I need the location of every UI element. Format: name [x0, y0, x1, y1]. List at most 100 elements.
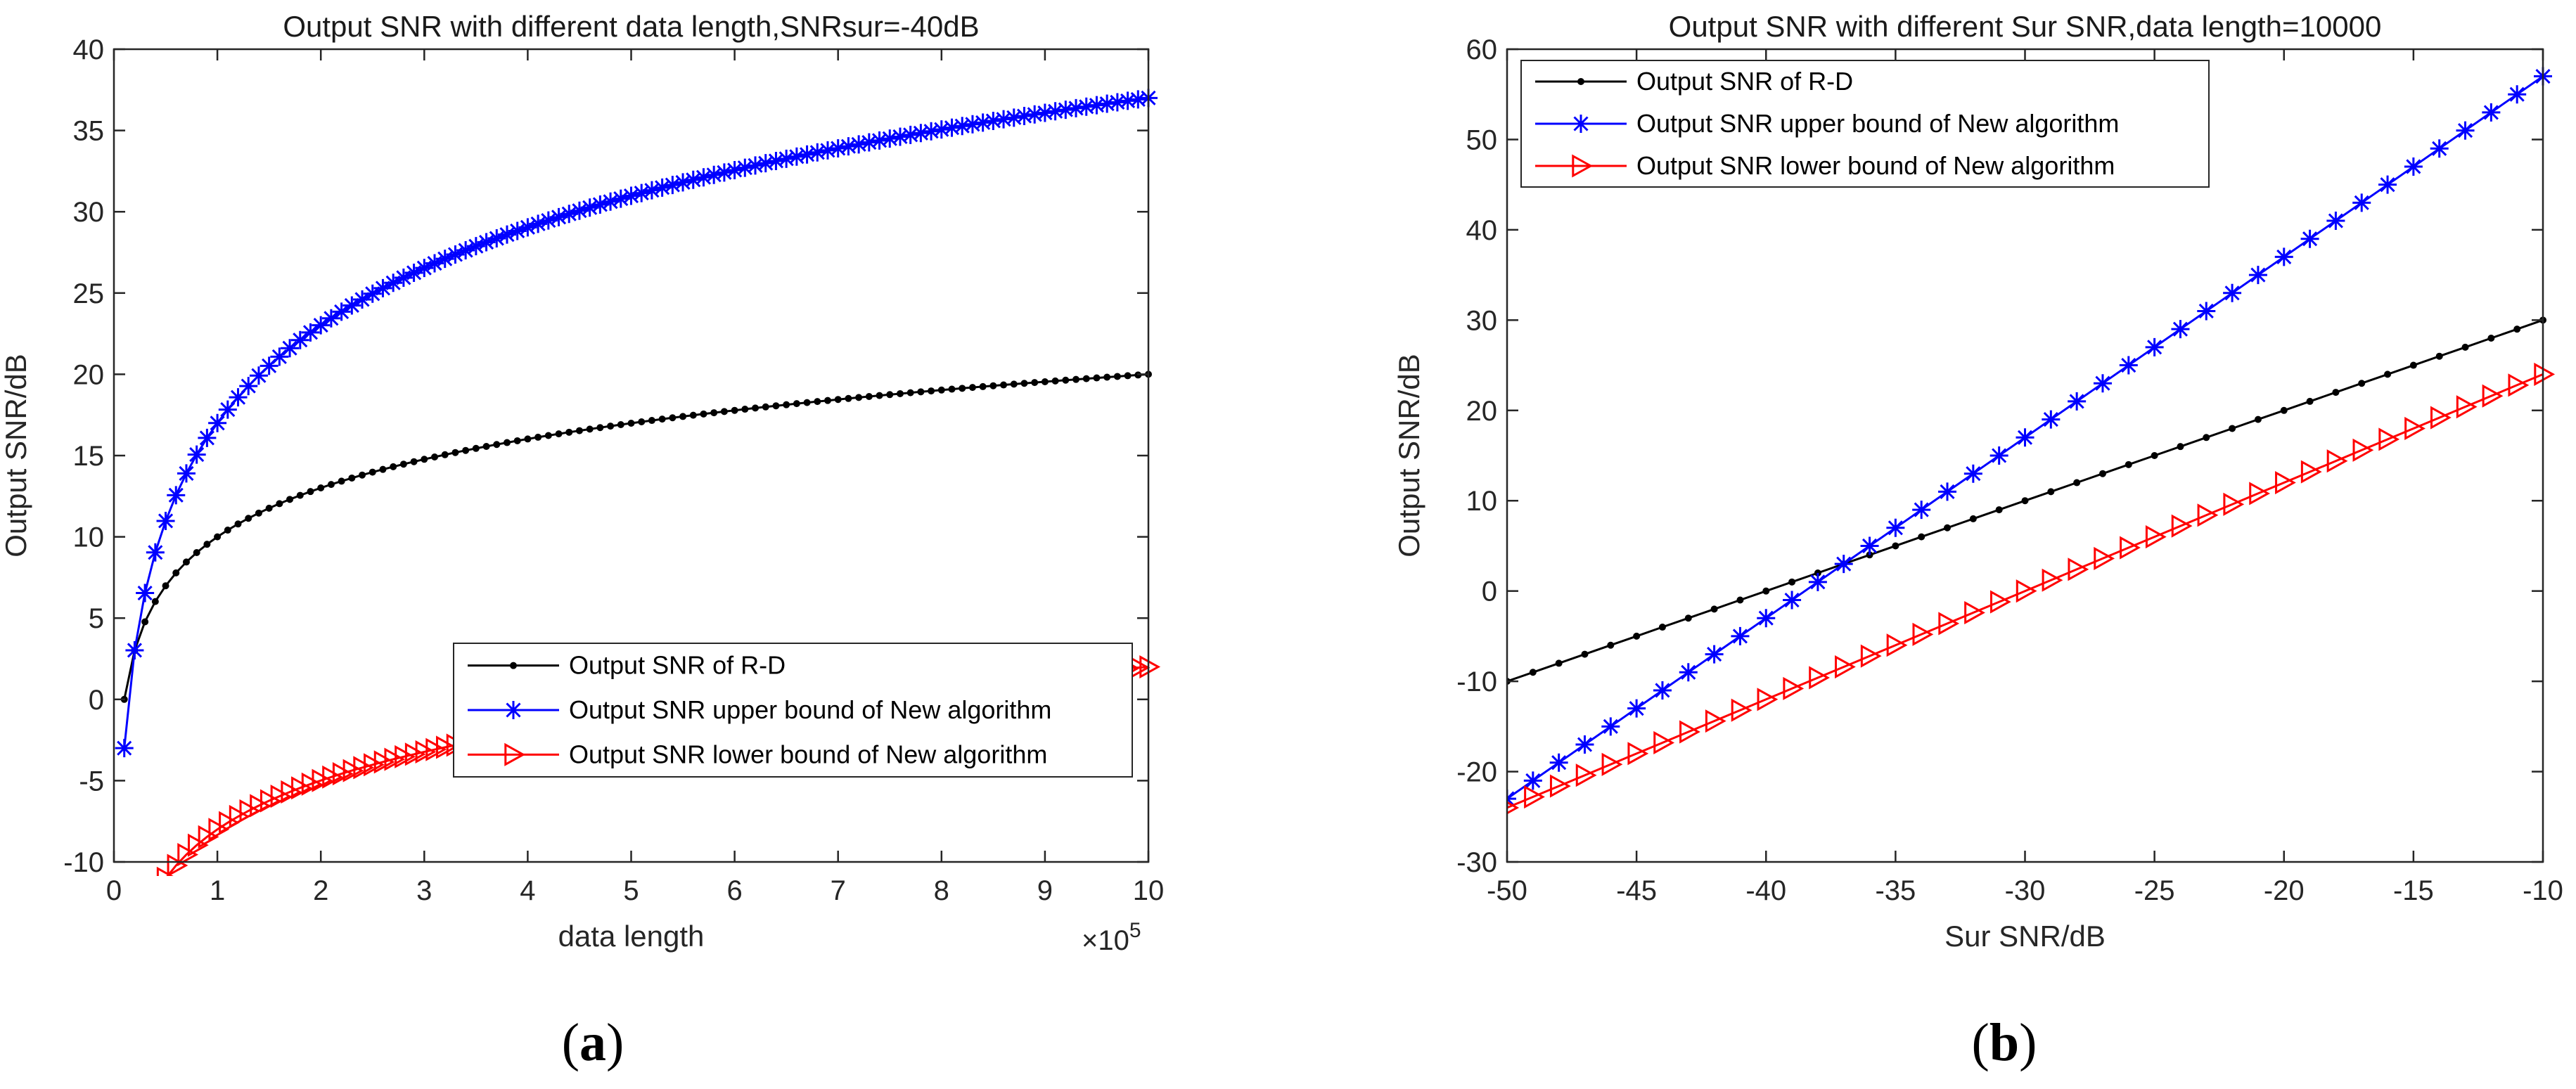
- series-1-point: [617, 421, 624, 429]
- series-2-point: [249, 366, 268, 385]
- y-axis-label: Output SNR/dB: [0, 354, 32, 557]
- series-3-point: [148, 884, 165, 904]
- series-2-point: [487, 229, 506, 248]
- legend-label-1: Output SNR of R-D: [569, 651, 786, 680]
- series-1-point: [255, 509, 262, 517]
- legend: Output SNR of R-D Output SNR upper bound …: [453, 643, 1133, 778]
- x-exponent-base: ×10: [1082, 925, 1129, 956]
- series-2: [115, 89, 1158, 758]
- y-tick-label: 40: [1466, 215, 1498, 246]
- x-tick-label: 1: [210, 875, 225, 906]
- series-1-point: [431, 453, 439, 460]
- series-2-point: [373, 278, 392, 297]
- x-tick-label: 7: [831, 875, 846, 906]
- y-tick-label: -10: [1456, 666, 1497, 697]
- series-2-point: [2068, 392, 2087, 411]
- series-2-point: [2378, 175, 2397, 194]
- series-1-point: [1736, 596, 1744, 604]
- y-tick-label: -5: [79, 766, 104, 797]
- y-tick-label: 25: [73, 278, 105, 309]
- series-2-point: [1118, 91, 1137, 110]
- series-2-point: [1025, 105, 1044, 124]
- series-2-point: [746, 156, 765, 175]
- series-2-point: [2404, 157, 2423, 176]
- series-1-point: [834, 396, 842, 404]
- y-tick-label: 20: [73, 359, 105, 390]
- series-2-point: [839, 137, 858, 156]
- series-1-point: [1607, 641, 1615, 649]
- series-2-point: [508, 221, 527, 240]
- series-1-point: [752, 404, 760, 412]
- series-3-point: [1731, 698, 1752, 722]
- series-2-point: [1098, 94, 1117, 113]
- series-3-point: [219, 811, 240, 835]
- chart-title: Output SNR with different data length,SN…: [283, 10, 979, 43]
- series-1-point: [2306, 397, 2314, 405]
- series-1-point: [845, 394, 852, 402]
- x-tick-label: 8: [934, 875, 949, 906]
- series-3-point: [2378, 427, 2400, 451]
- series-2-point: [725, 160, 744, 179]
- series-2-point: [818, 141, 837, 160]
- series-3-point: [2352, 438, 2374, 462]
- series-2-point: [1035, 103, 1054, 122]
- x-tick-label: -15: [2393, 875, 2434, 906]
- series-2-point: [1705, 645, 1724, 664]
- y-tick-label: -10: [63, 847, 104, 878]
- series-3-point: [1139, 655, 1161, 679]
- series-3-point: [1627, 742, 1649, 766]
- series-2-point: [1886, 518, 1905, 537]
- series-1-point: [1918, 533, 1925, 541]
- series-1-point: [1892, 542, 1899, 550]
- series-2-point: [187, 445, 206, 464]
- series-2-point: [1938, 482, 1957, 501]
- x-tick-label: 10: [1133, 875, 1165, 906]
- series-3-point: [2016, 579, 2037, 603]
- series-2-point: [218, 400, 237, 419]
- y-tick-label: 0: [1482, 576, 1497, 607]
- series-2-point: [198, 428, 217, 447]
- series-1-point: [245, 515, 252, 522]
- series-1-point: [462, 446, 470, 454]
- y-tick-label: -30: [1456, 847, 1497, 878]
- legend-label-3: Output SNR lower bound of New algorithm: [569, 740, 1047, 768]
- series-2-point: [736, 158, 755, 177]
- y-tick-label: 5: [89, 603, 104, 634]
- series-1-point: [1031, 379, 1039, 387]
- y-tick-label: 10: [73, 522, 105, 553]
- series-2-point: [2352, 193, 2371, 212]
- series-1-point: [472, 444, 480, 452]
- series-3-point: [1653, 730, 1675, 754]
- legend-marker-3: [504, 742, 526, 766]
- series-2-point: [270, 347, 289, 366]
- series-1-point: [928, 387, 935, 395]
- series-2-point: [777, 149, 796, 168]
- series-3-point: [301, 772, 323, 796]
- series-2-point: [1046, 102, 1065, 121]
- series-2-point: [2016, 428, 2034, 447]
- series-1-point: [1581, 650, 1589, 658]
- series-3: [1507, 362, 2556, 815]
- series-1-point: [265, 504, 273, 512]
- series-1-point: [948, 385, 956, 393]
- series-1-point: [390, 463, 397, 470]
- series-2-point: [828, 138, 847, 157]
- series-1-point: [596, 424, 604, 432]
- series-1-point: [1684, 614, 1692, 622]
- series-2-point: [497, 225, 516, 244]
- x-tick-label: -45: [1616, 875, 1657, 906]
- series-3-point: [2482, 384, 2504, 408]
- panel-a: 0 1 2 3 4 5 6 7 8 9 10 -10 -5 0 5 10 15 20 25 30 35 40 Output …: [0, 10, 1164, 1072]
- series-3-point: [208, 818, 230, 842]
- panel-b: -50 -45 -40 -35 -30 -25 -20 -15 -10 -30 -20 -10 0 10 2…: [1392, 10, 2563, 1072]
- series-2-point: [1601, 717, 1620, 736]
- series-1-point: [421, 456, 428, 463]
- series-3-point: [2404, 416, 2426, 441]
- y-tick-label: 20: [1466, 396, 1498, 427]
- series-2-point: [1523, 771, 1542, 790]
- series-1-point: [824, 397, 831, 404]
- y-tick-label: 0: [89, 685, 104, 716]
- series-3-point: [404, 742, 426, 766]
- series-2-point: [363, 284, 382, 303]
- legend-label-2: Output SNR upper bound of New algorithm: [569, 695, 1051, 724]
